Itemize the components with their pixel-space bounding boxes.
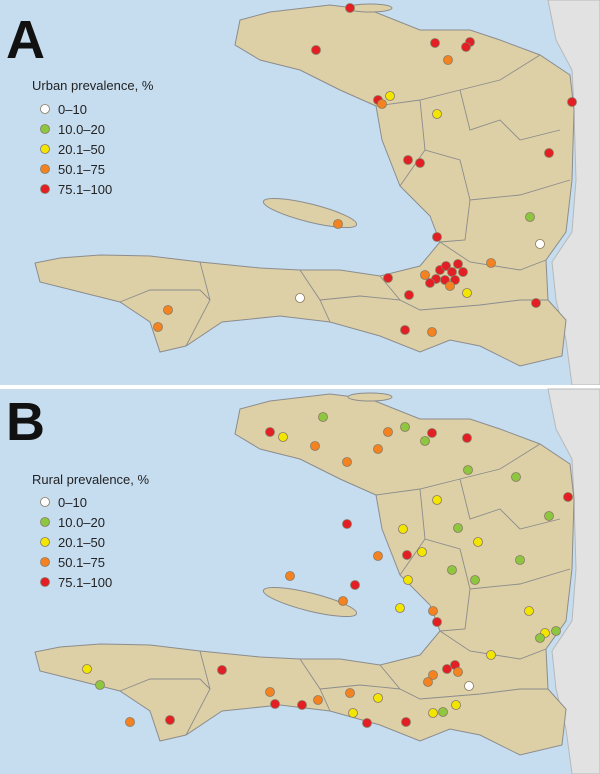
legend-title: Rural prevalence, % <box>32 472 149 487</box>
legend-item: 50.1–75 <box>58 555 105 570</box>
legend-item: 50.1–75 <box>58 162 105 177</box>
legend-item: 0–10 <box>58 495 87 510</box>
legend-item: 20.1–50 <box>58 535 105 550</box>
legend-item: 75.1–100 <box>58 575 112 590</box>
legend-item: 75.1–100 <box>58 182 112 197</box>
legend-title: Urban prevalence, % <box>32 78 154 93</box>
separator <box>0 385 600 389</box>
legend: Rural prevalence, % 0–10 10.0–20 20.1–50… <box>32 472 149 590</box>
legend-item: 10.0–20 <box>58 515 105 530</box>
rural-markers <box>82 412 573 728</box>
legend-item: 10.0–20 <box>58 122 105 137</box>
legend-item: 0–10 <box>58 102 87 117</box>
legend-item: 20.1–50 <box>58 142 105 157</box>
panel-label: B <box>6 392 45 452</box>
legend: Urban prevalence, % 0–10 10.0–20 20.1–50… <box>32 78 154 197</box>
urban-markers <box>153 3 577 337</box>
panel-label: A <box>6 10 45 70</box>
